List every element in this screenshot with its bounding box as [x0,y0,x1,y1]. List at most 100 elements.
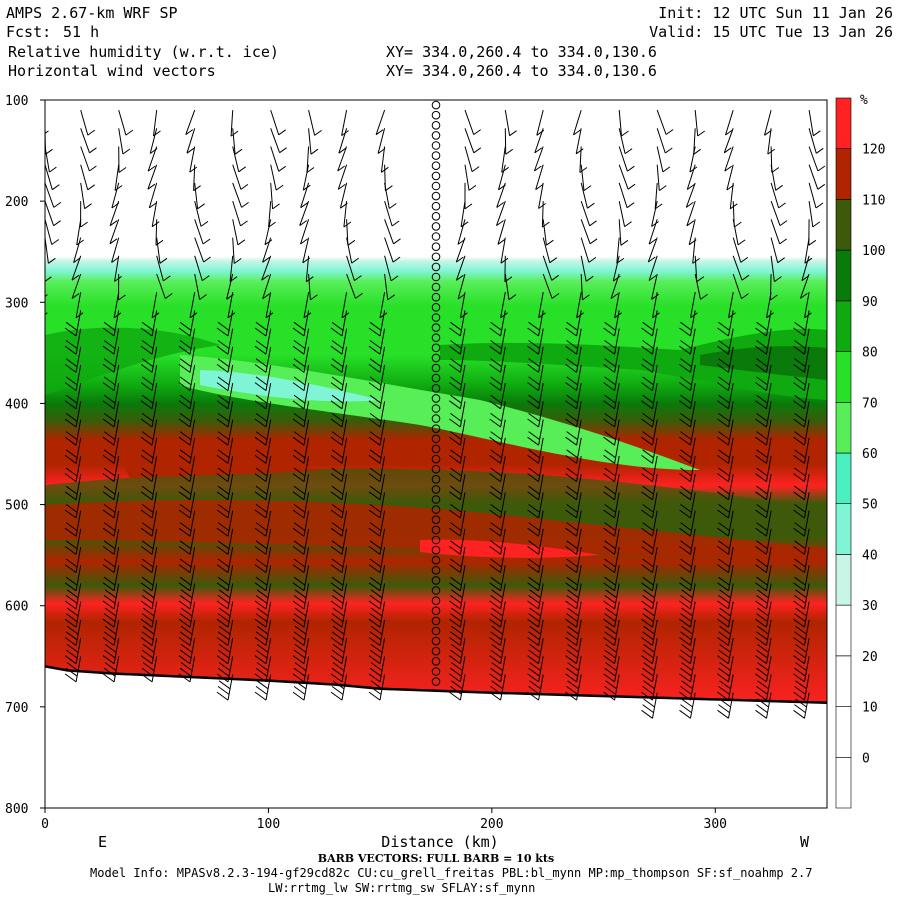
wind-barb [603,510,620,537]
wind-barb [580,182,595,209]
calm-marker [431,495,441,504]
wind-barb [64,528,82,555]
wind-barb [368,346,386,373]
wind-barb [641,401,658,428]
wind-barb [755,656,772,683]
wind-barb [641,638,658,665]
calm-marker [431,667,441,676]
wind-barb [603,401,620,428]
wind-barb [292,346,310,373]
wind-barb [565,492,582,519]
wind-barb [330,383,348,410]
calm-marker [431,212,441,221]
color-bar-label: 70 [862,396,878,411]
wind-barb [178,455,196,483]
wind-barb [565,364,582,392]
wind-barb [45,474,46,477]
color-bar-bin [835,604,852,657]
wind-barb [489,619,506,646]
wind-barb [542,255,559,281]
color-bar-label: 90 [862,295,878,310]
wind-barb [64,364,82,392]
wind-barb [264,219,273,246]
calm-marker [431,110,441,120]
wind-barb [232,164,249,190]
forecast-label: Fcst: [6,23,51,41]
wind-barb [489,510,506,537]
wind-barb [603,310,620,337]
wind-barb [654,182,663,210]
color-bar-bin [835,756,852,809]
wind-barb [808,146,826,172]
wind-barb [64,601,82,628]
wind-barb [178,383,196,410]
wind-barb [641,346,658,373]
calm-marker [431,252,441,262]
wind-barb [455,255,466,281]
wind-barb [330,401,348,428]
wind-barb [808,128,824,154]
vector-description: Horizontal wind vectors [8,62,216,80]
calm-marker [431,282,441,292]
wind-barb [45,219,59,245]
wind-barb [755,583,772,610]
wind-barb [603,328,620,355]
wind-barb [178,437,196,464]
wind-barb [45,365,46,368]
wind-barb [178,638,196,665]
wind-barb [679,510,696,537]
color-bar-label: 80 [862,346,878,361]
wind-barb [216,401,234,428]
wind-barb [527,528,544,555]
wind-barb [368,528,386,555]
wind-barb [489,547,506,574]
x-tick-label: 0 [41,817,49,832]
wind-barb [527,364,544,392]
wind-barb [565,437,582,464]
color-bar-bin [835,148,852,200]
wind-barb [500,237,509,264]
color-bar-bin [835,554,852,606]
wind-barb [641,510,658,537]
wind-barb [679,328,696,355]
wind-barb [254,346,272,373]
wind-barb [793,419,810,446]
wind-barb [603,547,620,574]
calm-wind-column [431,100,441,686]
wind-barb [793,638,810,665]
wind-barb [140,383,158,410]
wind-barb [64,547,82,574]
calm-marker [431,121,441,130]
wind-barb [717,583,734,610]
color-bar-label: 60 [862,447,878,462]
wind-barb [330,346,348,373]
calm-marker [431,272,441,282]
wind-barb [580,219,598,245]
wind-barb [102,619,120,646]
calm-marker [431,576,441,585]
x-axis-title: Distance (km) [381,833,498,851]
wind-barb [64,638,82,665]
wind-barb [216,547,234,574]
wind-barb [460,201,469,228]
calm-marker [431,677,441,686]
wind-barb [368,419,386,446]
wind-barb [64,401,82,428]
wind-barb [368,619,386,646]
wind-barb [679,310,696,337]
wind-barb [489,474,506,501]
wind-barb [254,547,272,574]
wind-barb [618,146,635,172]
wind-barb [216,383,234,410]
calm-marker [431,505,441,514]
wind-barb [501,146,509,173]
wind-barb [449,565,466,592]
wind-barb [254,656,272,683]
wind-barb [527,437,544,464]
wind-barb [178,547,196,574]
wind-barb [449,619,466,646]
wind-barb [755,565,772,592]
wind-barb [45,510,46,514]
pressure-axis: 100 200 300 400 500 600 700 800 [5,94,45,817]
wind-barb [292,583,310,610]
